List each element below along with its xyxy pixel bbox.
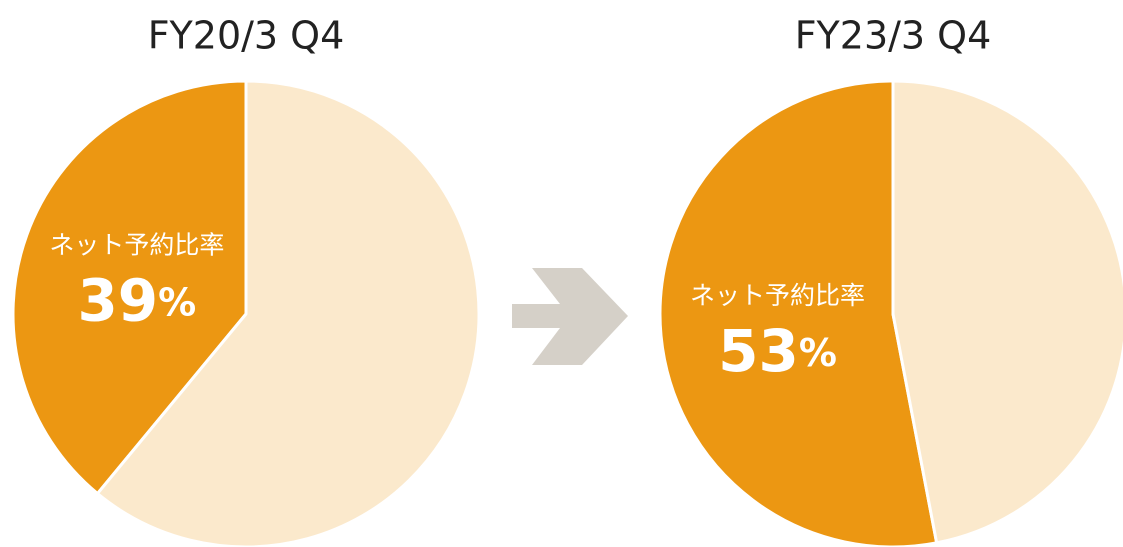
value-label: 53% [718,317,837,385]
chart-title: FY20/3 Q4 [148,14,345,58]
pie-slice [11,79,248,496]
chart-title: FY23/3 Q4 [795,14,992,58]
pie-slice [658,79,939,547]
slice-label: ネット予約比率 [690,281,865,310]
arrow [512,268,628,365]
pie-slice [891,79,1123,545]
value-label: 39% [77,267,196,335]
slice-label: ネット予約比率 [49,231,224,260]
pie-slice [95,79,481,547]
